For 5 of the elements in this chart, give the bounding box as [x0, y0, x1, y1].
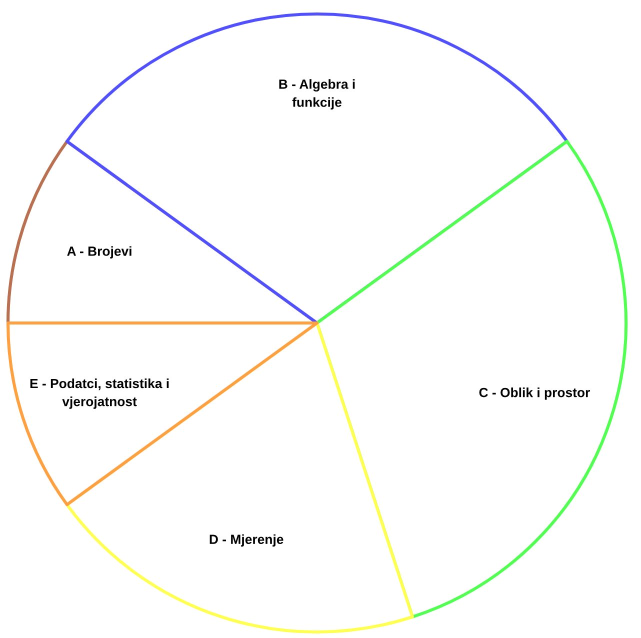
- slice-label: A - Brojevi: [67, 246, 132, 258]
- slice-label: D - Mjerenje: [210, 534, 284, 547]
- slice-label: C - Oblik i prostor: [479, 388, 590, 400]
- slice-label: B - Algebra i funkcije: [279, 79, 355, 110]
- slice-label: E - Podatci, statistika i vjerojatnost: [30, 378, 169, 409]
